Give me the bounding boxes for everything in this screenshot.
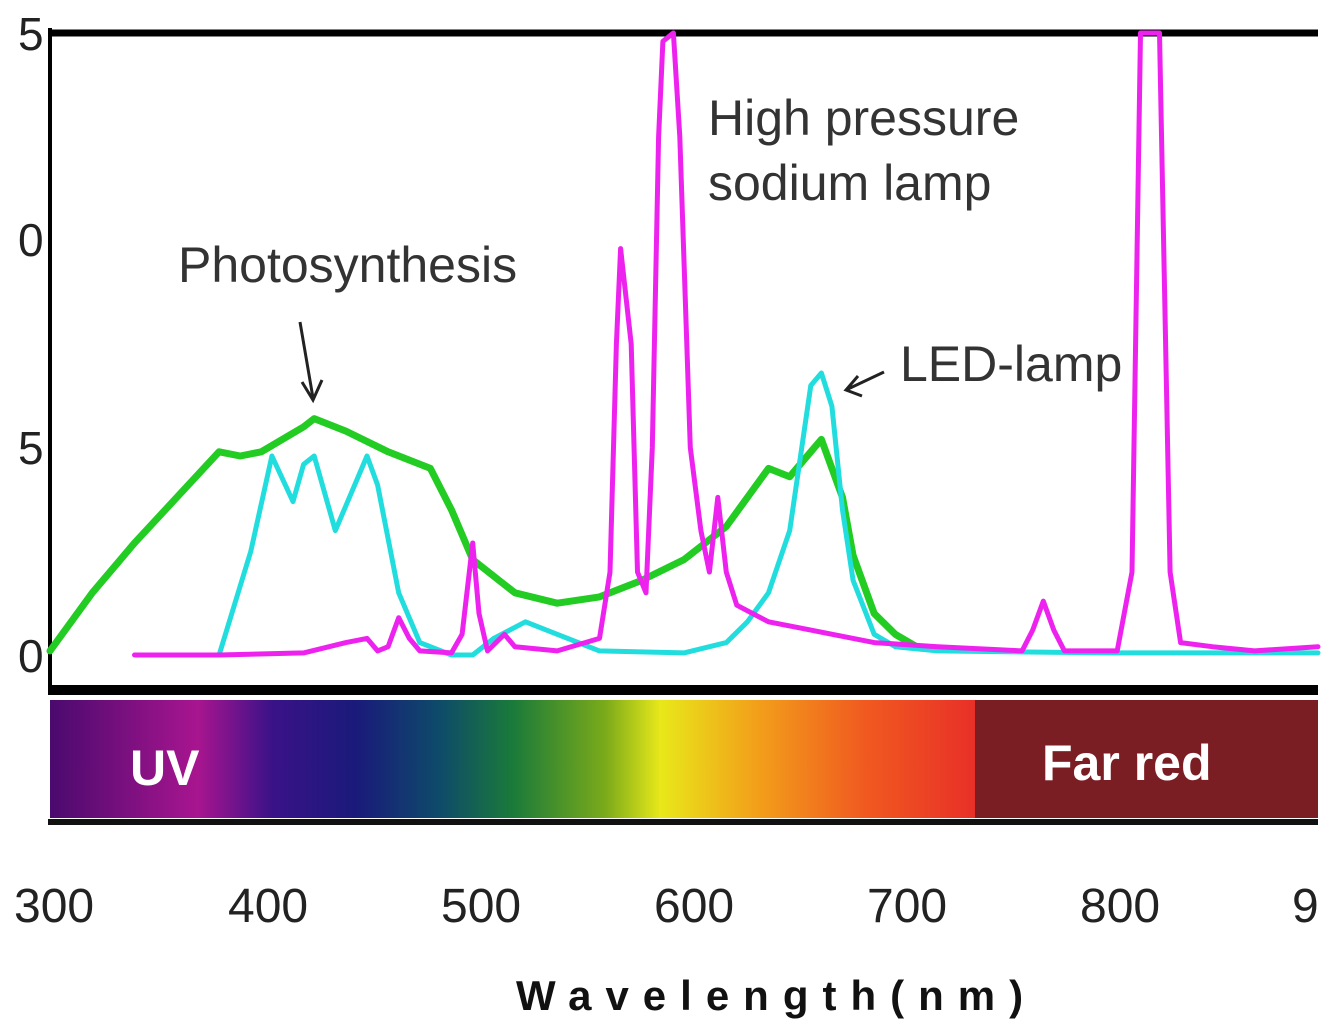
x-tick-label: 700	[867, 880, 947, 933]
series-line-1	[216, 370, 1321, 658]
spectrum-band: UV Far red	[48, 700, 1318, 825]
photosynthesis-arrow	[298, 321, 324, 404]
hps-label-line1: High pressure	[708, 90, 1019, 146]
y-tick-label: 0	[18, 630, 44, 682]
led-lamp-arrow	[843, 370, 885, 398]
y-tick-label: 5	[18, 8, 44, 60]
series-line-0	[46, 415, 920, 655]
photosynthesis-label: Photosynthesis	[178, 237, 517, 293]
plot-axes	[48, 28, 1318, 695]
far-red-region	[975, 700, 1318, 818]
hps-label-line2: sodium lamp	[708, 155, 991, 211]
visible-spectrum-gradient	[50, 700, 975, 818]
series-layer	[46, 30, 1321, 658]
x-tick-label: 500	[441, 880, 521, 933]
uv-label: UV	[130, 740, 200, 796]
x-tick-label: 800	[1080, 880, 1160, 933]
x-tick-labels: 300 400 500 600 700 800 9	[14, 880, 1319, 933]
x-tick-label: 400	[228, 880, 308, 933]
series-line-2	[132, 30, 1321, 658]
x-axis-label: Wavelength(nm)	[516, 972, 1037, 1019]
led-lamp-label: LED-lamp	[900, 336, 1122, 392]
x-tick-label: 9	[1292, 880, 1319, 933]
x-tick-label: 600	[654, 880, 734, 933]
y-tick-label: 0	[18, 214, 44, 266]
x-tick-label: 300	[14, 880, 94, 933]
annotations: Photosynthesis High pressure sodium lamp…	[178, 90, 1122, 404]
y-tick-label: 5	[18, 422, 44, 474]
y-tick-labels: 0 5 0 5	[18, 8, 44, 682]
far-red-label: Far red	[1042, 735, 1212, 791]
